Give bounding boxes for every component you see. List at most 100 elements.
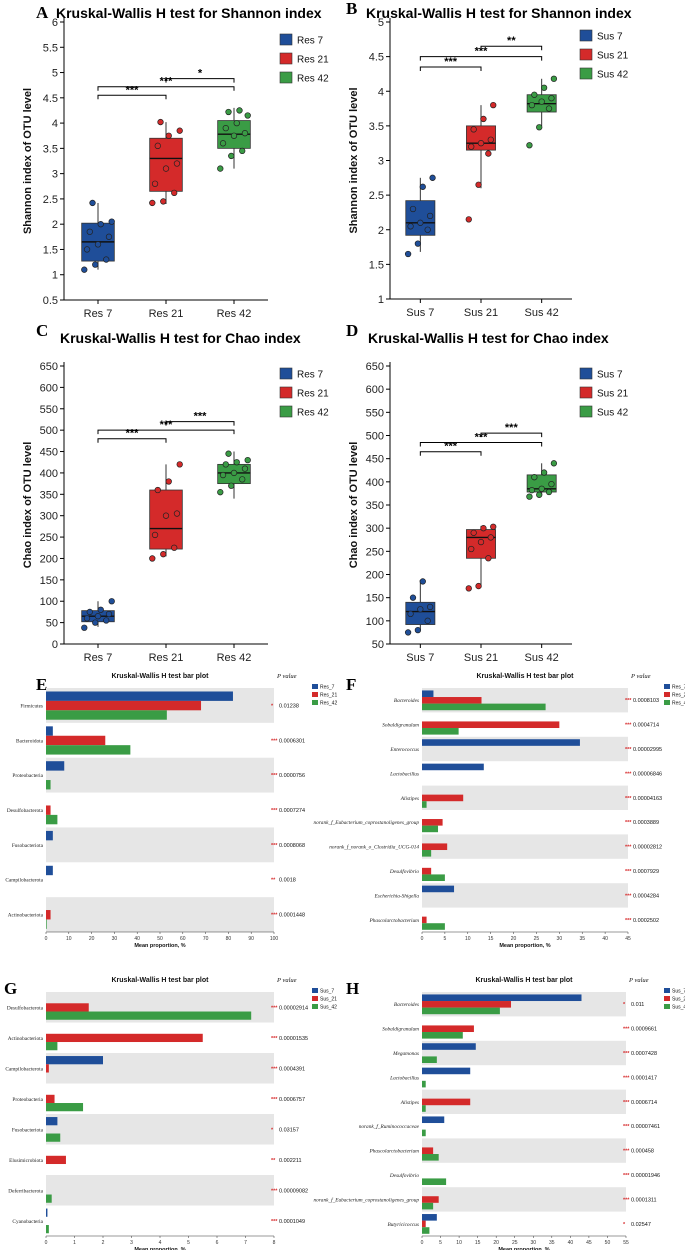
sig-bracket (480, 45, 543, 51)
y-tick-label: 1 (52, 270, 58, 282)
data-point (528, 101, 536, 109)
pvalue-text: 0.0001311 (631, 1197, 657, 1203)
chart-title: Kruskal-Wallis H test bar plot (112, 977, 210, 984)
x-tick-label: 90 (248, 936, 254, 942)
x-tick-label: 3 (130, 1240, 133, 1246)
sig-label: ** (507, 35, 516, 47)
bar-sus_21 (422, 1147, 434, 1155)
pvalue-text: 0.0001417 (631, 1075, 657, 1081)
category-label: Campilobacterota (5, 1066, 43, 1072)
x-tick-label: 25 (512, 1240, 518, 1246)
x-tick-label: 15 (475, 1240, 481, 1246)
bar-sus_7 (46, 1117, 58, 1126)
bar-sus_21 (422, 1196, 439, 1203)
x-tick-label: 4 (159, 1240, 162, 1246)
category-label: Actinobacteriota (8, 1036, 44, 1042)
data-point (239, 476, 246, 483)
sig-bracket (97, 86, 235, 91)
data-point (477, 538, 485, 546)
data-point (160, 198, 167, 205)
chart-svg-d: D Kruskal-Wallis H test for Chao index 50 1… (346, 321, 629, 664)
bar-res_7 (46, 691, 233, 701)
data-point (89, 199, 96, 207)
legend-label: Res 7 (297, 370, 324, 381)
pvalue-text: 0.0001049 (279, 1219, 305, 1225)
bar-sus_42 (422, 1129, 426, 1137)
sig-bracket (419, 56, 543, 61)
y-tick-label: 6 (52, 17, 58, 29)
bar-res_21 (422, 916, 427, 924)
legend-label: Res 42 (297, 74, 329, 85)
data-point (171, 189, 178, 196)
y-tick-label: 650 (366, 361, 384, 373)
bar-res_42 (422, 703, 546, 711)
bar-res_21 (422, 697, 482, 704)
data-point (94, 613, 102, 620)
legend-swatch-1 (664, 988, 670, 993)
pvalue-text: 0.02547 (631, 1222, 651, 1228)
panel-d-chao-sus: D Kruskal-Wallis H test for Chao index 50 1… (342, 321, 685, 667)
bar-res_42 (422, 728, 459, 735)
bar-res_42 (422, 874, 445, 882)
x-tick-label: 5 (443, 936, 446, 942)
data-point (86, 228, 93, 235)
data-point (487, 136, 494, 143)
category-label: Enterococcus (389, 747, 419, 753)
data-point (409, 594, 417, 601)
pvalue-text: 0.00001535 (279, 1036, 308, 1042)
data-point (149, 555, 156, 562)
data-point (149, 199, 156, 207)
x-tick-label: 1 (73, 1240, 76, 1246)
data-point (173, 510, 181, 517)
x-tick-label: 60 (180, 936, 186, 942)
pvalue-stars: *** (623, 1051, 630, 1057)
sig-label: *** (475, 46, 489, 58)
x-tick-label: Res 7 (84, 652, 113, 664)
data-point (485, 555, 492, 562)
data-point (538, 98, 545, 105)
pvalue-text: 0.0007274 (279, 808, 305, 814)
sig-bracket (165, 421, 235, 426)
row-band (422, 1138, 626, 1163)
pvalue-stars: *** (271, 1188, 278, 1194)
bar-sus_21 (46, 1064, 49, 1073)
legend-swatch-1 (312, 684, 318, 689)
pvalue-stars: *** (625, 771, 632, 777)
pvalue-text: 0.0003889 (633, 820, 659, 826)
pvalue-text: 0.0009661 (631, 1027, 657, 1033)
data-point (157, 118, 164, 126)
pvalue-text: 0.0006757 (279, 1097, 305, 1103)
category-label: norank_f_Ruminococcaceae (359, 1123, 420, 1130)
legend-swatch-3 (312, 700, 318, 705)
category-label: Alistipes (400, 796, 419, 802)
chart-svg-e: E Kruskal-Wallis H test bar plot P value Fi… (5, 673, 337, 949)
data-point (94, 241, 102, 248)
bar-sus_42 (46, 1042, 58, 1051)
data-point (490, 101, 497, 109)
chart-title: Kruskal-Wallis H test bar plot (477, 673, 575, 680)
data-point (526, 142, 533, 149)
x-tick-label: 7 (244, 1240, 247, 1246)
x-tick-label: 35 (549, 1240, 555, 1246)
legend-label: Sus 7 (597, 32, 623, 43)
x-tick-label: 40 (568, 1240, 574, 1246)
data-point (536, 491, 543, 498)
bar-sus_21 (422, 1025, 474, 1033)
data-point (485, 150, 492, 157)
pvalue-stars: *** (625, 820, 632, 826)
data-point (550, 460, 558, 467)
y-axis-label: Shannon index of OTU level (22, 88, 34, 234)
legend-swatch-2 (579, 386, 593, 399)
chart-title: Kruskal-Wallis H test bar plot (112, 673, 210, 680)
category-label: Proteobacteria (12, 773, 43, 779)
data-point (108, 218, 115, 225)
category-label: Megamonas (392, 1051, 419, 1057)
y-tick-label: 450 (366, 454, 384, 466)
pvalue-stars: *** (625, 698, 632, 704)
panel-letter: A (36, 3, 49, 22)
data-point (176, 127, 183, 134)
pvalue-stars: *** (271, 1005, 278, 1011)
category-label: Deferribacterota (8, 1187, 43, 1194)
sig-bracket (165, 78, 235, 83)
sig-bracket (419, 451, 482, 456)
